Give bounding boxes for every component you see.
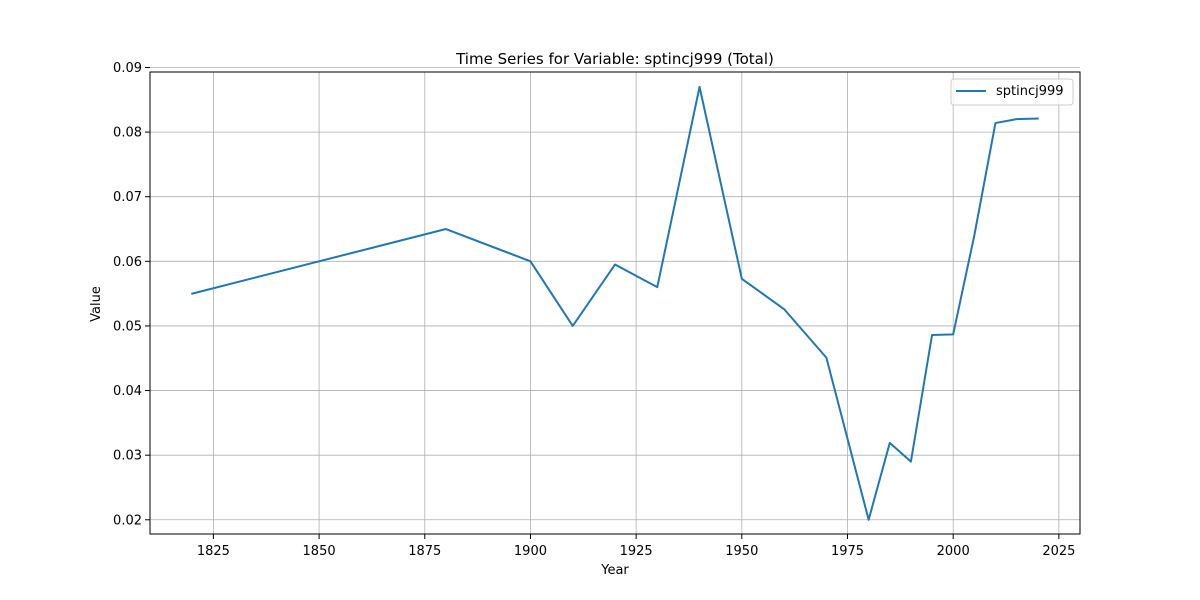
data-point bbox=[823, 355, 829, 361]
legend-box bbox=[950, 78, 1074, 106]
chart-title: Time Series for Variable: sptincj999 (To… bbox=[455, 50, 774, 68]
x-tick-label: 1900 bbox=[514, 544, 547, 559]
data-point bbox=[189, 291, 195, 297]
data-point bbox=[697, 84, 703, 90]
series-layer bbox=[189, 84, 1041, 523]
y-tick-label: 0.02 bbox=[113, 513, 142, 528]
y-axis-title: Value bbox=[89, 286, 104, 322]
y-tick-label: 0.05 bbox=[113, 319, 142, 334]
data-point bbox=[570, 323, 576, 329]
data-point bbox=[887, 440, 893, 446]
x-tick-label: 1950 bbox=[725, 544, 758, 559]
y-tick-label: 0.04 bbox=[113, 384, 142, 399]
y-tick-label: 0.07 bbox=[113, 190, 142, 205]
x-axis-title: Year bbox=[600, 563, 629, 578]
plot-frame bbox=[149, 71, 1081, 535]
y-axis-ticks: 0.02 0.03 0.04 0.05 0.06 0.07 0.08 0.09 bbox=[113, 61, 150, 528]
x-tick-label: 2000 bbox=[937, 544, 970, 559]
x-tick-label: 1925 bbox=[620, 544, 653, 559]
series-line-sptincj999 bbox=[191, 85, 1039, 521]
legend: sptincj999 bbox=[950, 78, 1074, 106]
data-point bbox=[1035, 116, 1041, 122]
data-point bbox=[971, 232, 977, 238]
x-tick-label: 1825 bbox=[197, 544, 230, 559]
data-point bbox=[1014, 116, 1020, 122]
x-tick-label: 1975 bbox=[831, 544, 864, 559]
grid-lines bbox=[150, 67, 1080, 534]
data-point bbox=[527, 258, 533, 264]
x-tick-label: 1875 bbox=[408, 544, 441, 559]
data-point bbox=[612, 262, 618, 268]
y-tick-label: 0.03 bbox=[113, 449, 142, 464]
data-point bbox=[654, 284, 660, 290]
x-tick-label: 1850 bbox=[303, 544, 336, 559]
y-tick-label: 0.09 bbox=[113, 61, 142, 76]
data-point bbox=[781, 306, 787, 312]
x-tick-label: 2025 bbox=[1042, 544, 1075, 559]
data-point bbox=[992, 120, 998, 126]
legend-label: sptincj999 bbox=[996, 84, 1064, 99]
data-point bbox=[929, 332, 935, 338]
data-point bbox=[908, 459, 914, 465]
data-point bbox=[866, 517, 872, 523]
x-axis-ticks: 1825 1850 1875 1900 1925 1950 1975 2000 2025 bbox=[197, 534, 1075, 559]
y-tick-label: 0.06 bbox=[113, 255, 142, 270]
data-point bbox=[739, 276, 745, 282]
data-point bbox=[950, 331, 956, 337]
y-tick-label: 0.08 bbox=[113, 126, 142, 141]
data-point bbox=[443, 226, 449, 232]
